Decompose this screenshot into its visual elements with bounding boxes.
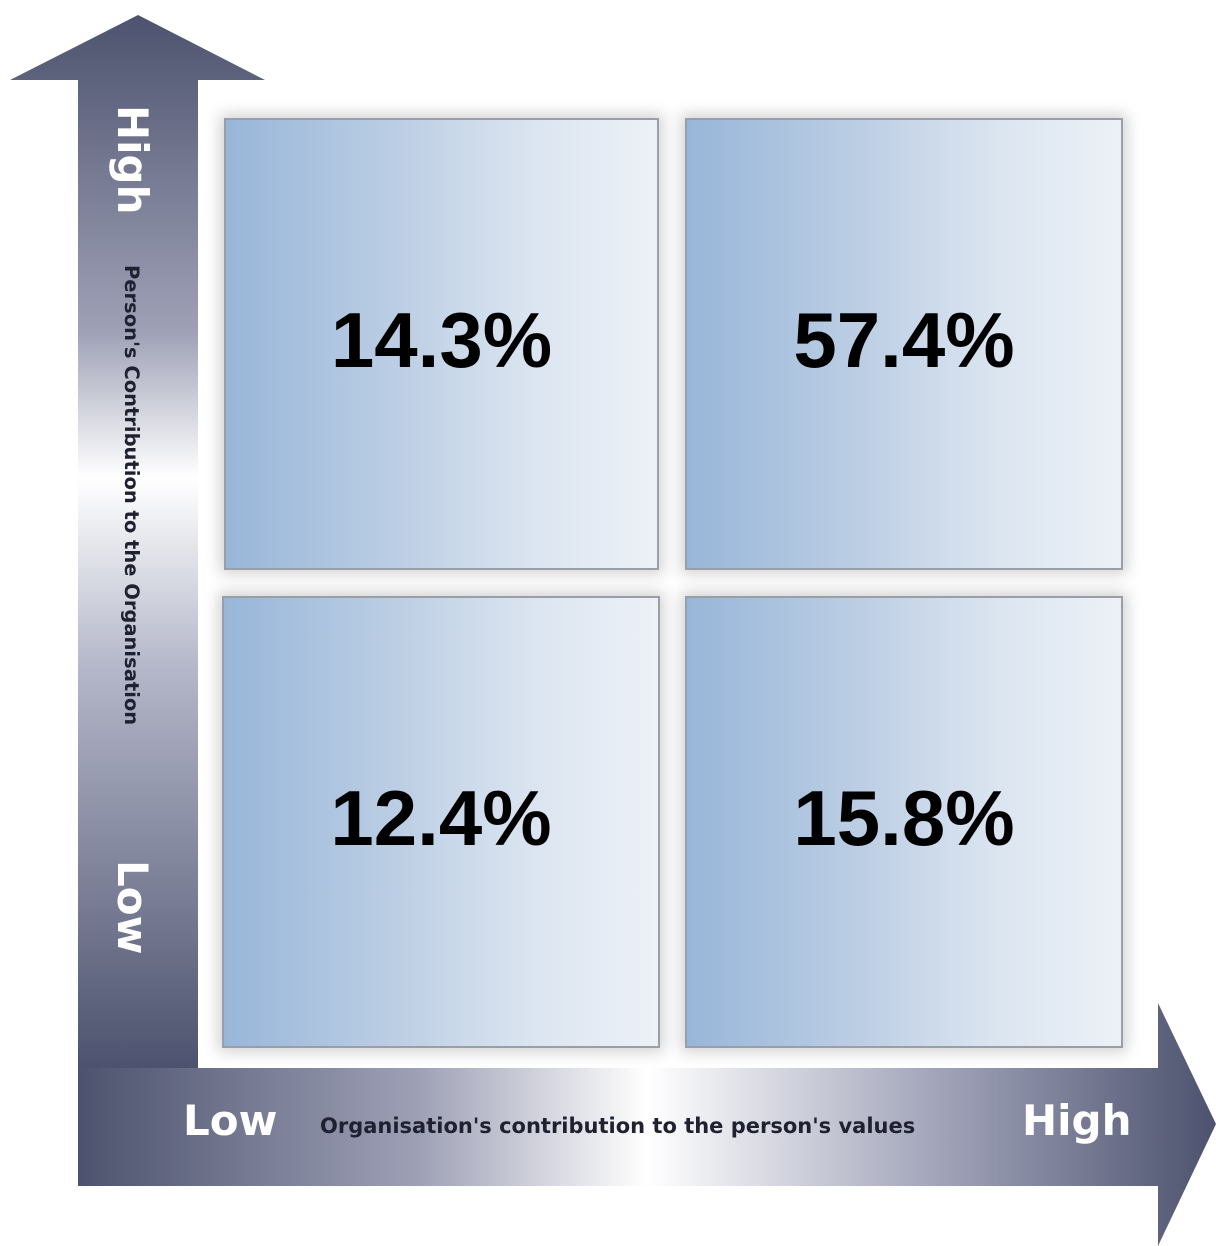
quadrant-bottom-left-value: 12.4% (330, 773, 552, 862)
quadrant-top-left-value: 14.3% (330, 295, 553, 384)
quadrant-bottom-right-value: 15.8% (793, 773, 1015, 862)
x-axis-low-label: Low (183, 1096, 278, 1145)
y-axis-arrow (10, 15, 265, 1068)
quadrant-bottom-right: 15.8% (685, 596, 1123, 1048)
x-axis-title: Organisation's contribution to the perso… (320, 1114, 916, 1138)
x-axis-high-label: High (1022, 1096, 1132, 1145)
y-axis-title: Person's Contribution to the Organisatio… (120, 265, 143, 726)
quadrant-bottom-left: 12.4% (222, 596, 660, 1048)
quadrant-top-right: 57.4% (685, 118, 1123, 570)
quadrant-top-right-value: 57.4% (793, 295, 1015, 384)
y-axis-low-label: Low (108, 860, 157, 955)
y-axis-high-label: High (108, 105, 157, 215)
x-axis-arrow (78, 1003, 1216, 1246)
quadrant-top-left: 14.3% (224, 118, 659, 570)
